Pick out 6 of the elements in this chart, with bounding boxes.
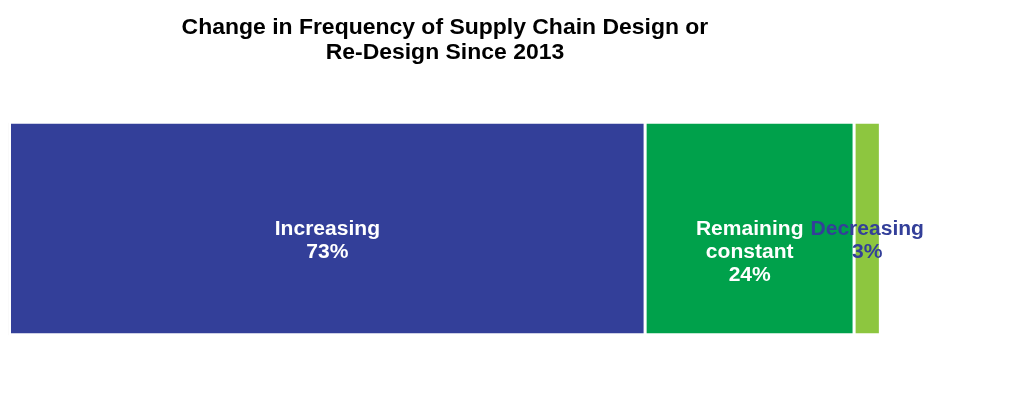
- data-label: 73%: [306, 239, 349, 263]
- series-label: Decreasing: [810, 216, 924, 240]
- series-label: Increasing: [274, 216, 381, 240]
- chart-title: Change in Frequency of Supply Chain Design or Re-Design Since 2013: [181, 12, 709, 64]
- series-label: Remaining constant: [695, 216, 804, 263]
- data-label: 24%: [728, 262, 772, 286]
